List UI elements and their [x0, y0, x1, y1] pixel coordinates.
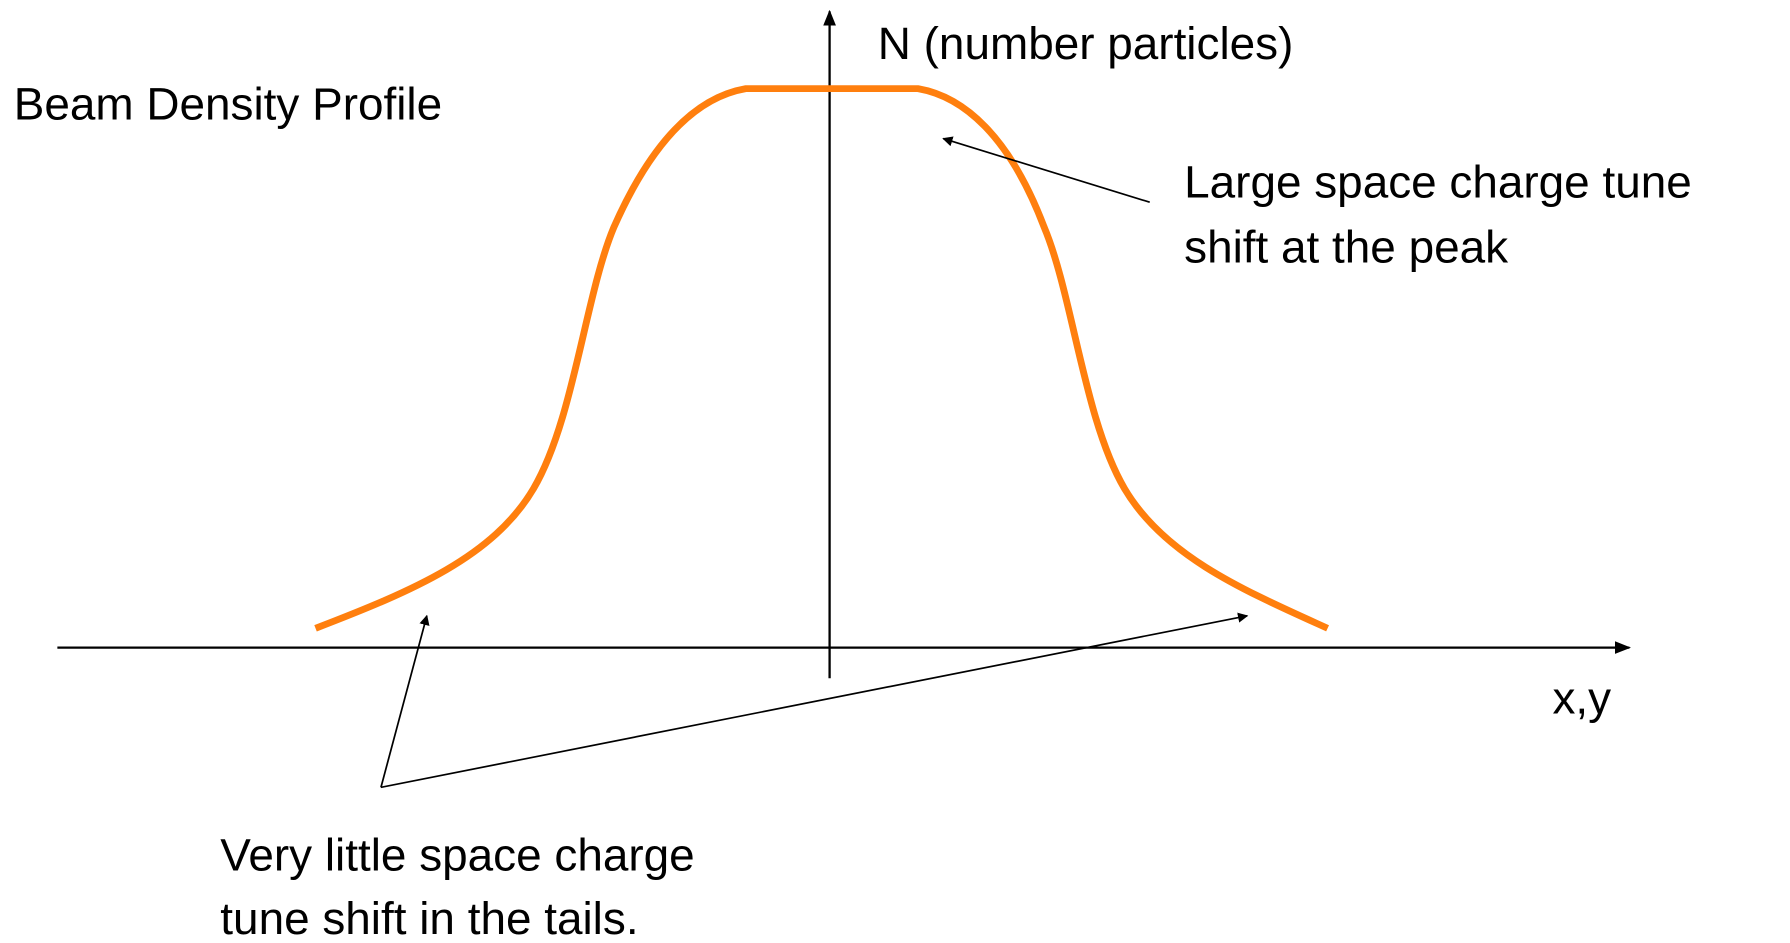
density-curve: [314, 85, 1330, 632]
annotation-line: Large space charge tune: [1184, 157, 1692, 208]
tail-arrow-left: [380, 614, 430, 788]
peak-arrow: [942, 136, 1150, 204]
title: Beam Density Profile: [14, 78, 442, 129]
y-axis-label: N (number particles): [878, 18, 1294, 69]
annotation-line: tune shift in the tails.: [220, 893, 638, 943]
annotation-line: shift at the peak: [1184, 222, 1508, 273]
tail-arrow-right: [380, 612, 1249, 789]
x-axis-label: x,y: [1552, 673, 1611, 724]
annotation-line: Very little space charge: [220, 829, 694, 880]
